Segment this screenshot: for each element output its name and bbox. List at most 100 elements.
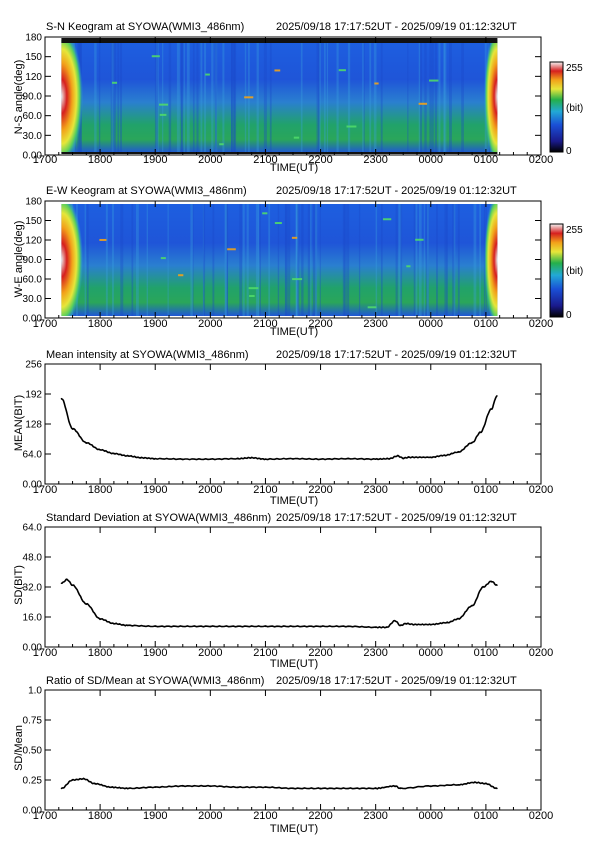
sd-ytick-label: 32.0 — [23, 583, 43, 594]
keogram-sn-streak — [111, 40, 115, 153]
keogram-sn-streak — [231, 40, 233, 153]
keogram-ew-streak — [319, 204, 321, 316]
keogram-ew-streak — [190, 204, 193, 316]
keogram-ew-streak — [285, 204, 289, 316]
keogram-ew-ytick-label: 0.00 — [23, 314, 43, 325]
mean-point — [140, 456, 143, 459]
keogram-sn-streak — [192, 40, 195, 153]
keogram-sn-streak — [431, 40, 434, 153]
mean-point — [319, 458, 322, 460]
keogram-ew-title: E-W Keogram at SYOWA(WMI3_486nm) — [46, 185, 247, 197]
mean-point — [429, 456, 432, 459]
ratio-point — [319, 787, 322, 790]
keogram-ew-ytick-label: 120 — [25, 236, 42, 247]
keogram-sn-spot — [374, 82, 379, 85]
ratio-ytick-label: 1.0 — [28, 686, 42, 697]
ratio-point — [292, 787, 294, 790]
keogram-sn-spot — [293, 136, 300, 139]
mean-point — [181, 458, 184, 460]
keogram-ew-streak — [415, 204, 418, 316]
keogram-ew-streak — [202, 204, 206, 316]
keogram-ew-ytick-label: 90.0 — [23, 255, 43, 266]
keogram-sn-xtick-label: 1900 — [143, 154, 167, 166]
keogram-ew-streak — [277, 204, 280, 316]
mean-range: 2025/09/18 17:17:52UT - 2025/09/19 01:12… — [276, 349, 517, 361]
mean-xtick-label: 1700 — [33, 484, 57, 496]
keogram-ew-streak — [295, 204, 299, 316]
keogram-ew-streak — [301, 204, 303, 316]
mean-point — [85, 441, 88, 444]
keogram-sn-streak — [183, 40, 185, 153]
keogram-ew-colorbar — [549, 223, 564, 318]
ratio-point — [394, 785, 396, 787]
sd-ytick-label: 48.0 — [23, 553, 43, 564]
keogram-sn-streak — [449, 40, 452, 153]
keogram-ew-streak — [224, 204, 227, 316]
ratio-xtick-label: 2300 — [363, 810, 387, 822]
keogram-ew-streak — [380, 204, 383, 316]
keogram-ew-image — [46, 202, 540, 317]
keogram-sn-xtick-label: 1700 — [33, 154, 57, 166]
sd-xtick-label: 0100 — [474, 647, 498, 659]
keogram-ew-streak — [212, 204, 215, 316]
keogram-ew-streak — [418, 204, 422, 316]
keogram-sn-streak — [214, 40, 217, 153]
keogram-sn-ytick-label: 0.00 — [23, 151, 43, 162]
mean-series-line — [61, 395, 498, 461]
ratio-xtick-label: 1700 — [33, 810, 57, 822]
ratio-point — [374, 787, 377, 790]
sd-point — [399, 624, 402, 627]
mean-xtick-label: 1900 — [143, 484, 167, 496]
keogram-ew-streak — [457, 204, 460, 316]
keogram-sn-streak — [230, 40, 234, 153]
mean-point — [347, 457, 349, 460]
mean-point — [479, 431, 482, 434]
sd-point — [237, 625, 239, 628]
keogram-ew-spot — [415, 238, 424, 241]
keogram-sn-streak — [373, 40, 377, 153]
keogram-sn-xtick-label: 2300 — [363, 154, 387, 166]
keogram-ew-streak — [453, 204, 456, 316]
keogram-sn-spot — [338, 69, 346, 72]
sd-point — [292, 625, 294, 628]
keogram-ew-streak — [225, 204, 228, 316]
keogram-sn-xtick-label: 0000 — [419, 154, 443, 166]
ratio-title: Ratio of SD/Mean at SYOWA(WMI3_486nm) — [46, 675, 264, 687]
keogram-sn-streak — [407, 40, 409, 153]
keogram-sn-spot — [429, 79, 439, 82]
keogram-ew-spot — [249, 295, 255, 298]
keogram-ew-streak — [120, 204, 124, 316]
keogram-ew-xtick-label: 1800 — [88, 318, 112, 330]
keogram-ew-streak — [268, 204, 271, 316]
ratio-point — [60, 787, 63, 790]
mean-title: Mean intensity at SYOWA(WMI3_486nm) — [46, 349, 249, 361]
ratio-point — [485, 782, 487, 785]
ratio-ytick-label: 0.00 — [23, 806, 43, 817]
keogram-ew-streak — [131, 204, 134, 316]
keogram-sn-streak — [211, 40, 214, 153]
keogram-sn-field — [61, 40, 498, 153]
keogram-ew-streak — [225, 204, 228, 316]
keogram-sn-ytick-label: 180 — [25, 33, 42, 44]
mean-point — [496, 395, 498, 397]
keogram-ew-streak — [398, 204, 402, 316]
keogram-sn-streak — [117, 40, 119, 153]
keogram-sn-spot — [205, 73, 210, 76]
keogram-sn-spot — [274, 69, 281, 72]
keogram-ew-field — [61, 204, 498, 316]
keogram-ew-streak — [446, 204, 448, 316]
keogram-sn-xtick-label: 1800 — [88, 154, 112, 166]
keogram-sn-streak — [168, 40, 172, 153]
keogram-ew-streak — [473, 204, 477, 316]
keogram-ew-streak — [436, 204, 438, 316]
ratio-point — [126, 787, 129, 790]
keogram-ew-ytick-label: 30.0 — [23, 294, 43, 305]
keogram-ew-streak — [246, 204, 249, 316]
sd-point — [385, 626, 388, 629]
keogram-sn-spot — [159, 103, 169, 106]
keogram-sn-streak — [318, 40, 320, 153]
mean-ytick-label: 128 — [25, 420, 42, 431]
keogram-ew-streak — [146, 204, 148, 316]
keogram-ew-spot — [382, 218, 392, 221]
